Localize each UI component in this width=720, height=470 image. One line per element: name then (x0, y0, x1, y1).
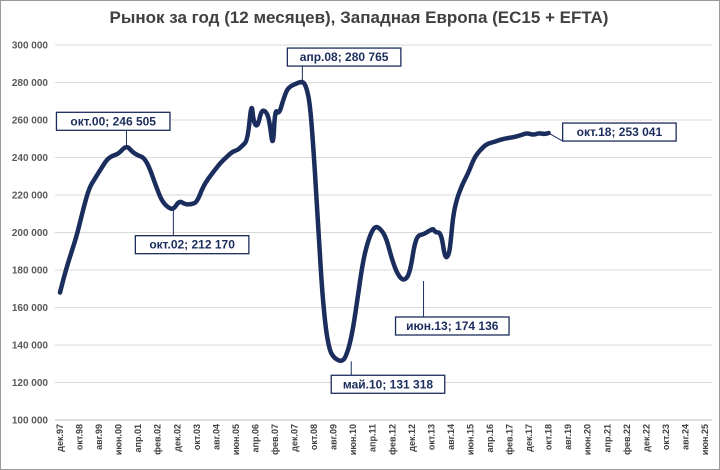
x-tick-label: фев.02 (153, 424, 163, 455)
x-tick-label: фев.12 (387, 424, 397, 455)
x-tick-label: апр.16 (485, 424, 495, 452)
y-tick-label: 220 000 (12, 191, 49, 202)
x-tick-label: фев.17 (505, 424, 515, 455)
x-tick-label: апр.06 (250, 424, 260, 452)
y-tick-label: 240 000 (12, 153, 49, 164)
y-tick-label: 280 000 (12, 78, 49, 89)
x-tick-label: авг.99 (94, 424, 104, 450)
x-tick-label: авг.04 (211, 424, 221, 450)
annotation-box (134, 235, 250, 255)
x-tick-label: апр.01 (133, 424, 143, 452)
x-tick-label: апр.11 (368, 424, 378, 452)
gridlines (55, 44, 712, 421)
y-tick-label: 100 000 (12, 416, 49, 427)
x-tick-label: дек.17 (524, 424, 534, 452)
annotation-box (55, 111, 171, 131)
x-tick-label: дек.97 (55, 424, 65, 452)
annotation-box (286, 47, 402, 67)
annotation-label: окт.00; 246 505 (70, 114, 156, 128)
x-tick-label: окт.23 (661, 424, 671, 450)
x-tick-label: июн.00 (114, 424, 124, 455)
x-axis-ticks: дек.97 окт.98 авг.99 июн.00 апр.01 фев.02 дек.… (55, 424, 710, 455)
x-tick-label: июн.05 (231, 424, 241, 455)
annotations: окт.00; 246 505 окт.02; 212 170 апр.08; 28… (55, 47, 677, 394)
y-tick-label: 120 000 (12, 378, 49, 389)
x-tick-label: июн.15 (465, 424, 475, 455)
x-tick-label: окт.98 (75, 424, 85, 450)
annotation-label: окт.18; 253 041 (577, 125, 663, 139)
y-tick-label: 140 000 (12, 341, 49, 352)
annotation-leader (548, 132, 563, 142)
y-tick-label: 200 000 (12, 228, 49, 239)
x-tick-label: дек.07 (290, 424, 300, 452)
x-tick-label: апр.21 (602, 424, 612, 452)
x-tick-label: фев.07 (270, 424, 280, 455)
annotation-box (561, 122, 677, 142)
y-tick-label: 260 000 (12, 116, 49, 127)
annotation-box (394, 316, 510, 336)
x-tick-label: окт.03 (192, 424, 202, 450)
x-tick-label: авг.09 (329, 424, 339, 450)
annotation-label: окт.02; 212 170 (149, 238, 235, 252)
x-tick-label: авг.19 (563, 424, 573, 450)
series-line (57, 79, 551, 364)
chart-title: Рынок за год (12 месяцев), Западная Евро… (109, 8, 609, 27)
x-tick-label: окт.13 (426, 424, 436, 450)
x-tick-label: фев.22 (622, 424, 632, 455)
annotation-label: апр.08; 280 765 (300, 50, 389, 64)
y-tick-label: 160 000 (12, 303, 49, 314)
x-tick-label: июн.20 (583, 424, 593, 455)
x-tick-label: авг.14 (446, 424, 456, 450)
x-tick-label: дек.12 (407, 424, 417, 452)
annotation-label: май.10; 131 318 (343, 377, 433, 391)
x-tick-label: июн.25 (700, 424, 710, 455)
x-tick-label: авг.24 (680, 424, 690, 450)
x-tick-label: дек.22 (641, 424, 651, 452)
y-tick-label: 180 000 (12, 266, 49, 277)
annotation-label: июн.13; 174 136 (406, 319, 499, 333)
x-tick-label: июн.10 (348, 424, 358, 455)
x-tick-label: дек.02 (172, 424, 182, 452)
x-tick-label: окт.08 (309, 424, 319, 450)
y-tick-label: 300 000 (12, 41, 49, 52)
series (57, 79, 551, 364)
y-axis-ticks: 100 000 120 000 140 000 160 000 180 000 200 0… (12, 41, 49, 427)
x-tick-label: окт.18 (544, 424, 554, 450)
annotation-box (330, 374, 446, 394)
